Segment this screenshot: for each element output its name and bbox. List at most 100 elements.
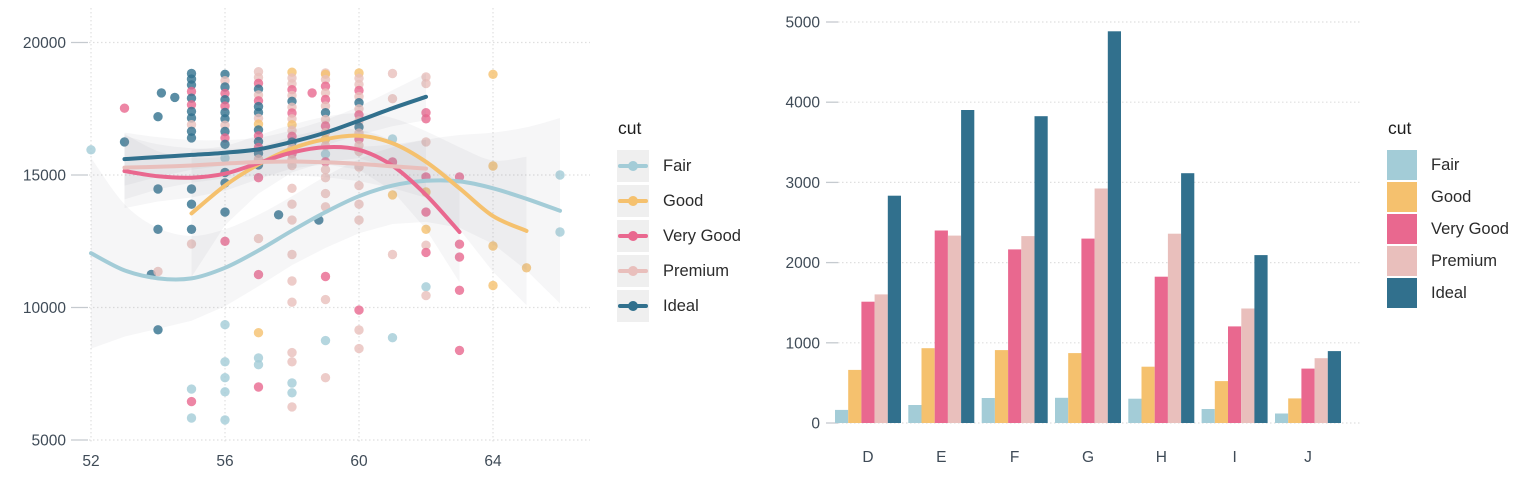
legend-key-line-point-icon — [617, 255, 649, 287]
scatter-point — [186, 126, 197, 136]
x-tick-label: 64 — [484, 453, 502, 470]
scatter-point — [488, 280, 498, 291]
scatter-point — [253, 382, 264, 392]
y-tick-label: 15000 — [23, 168, 66, 185]
scatter-point — [287, 347, 297, 358]
scatter-point — [186, 184, 197, 194]
bar-legend: cut Fair Good Very Good Premium Ideal — [1387, 118, 1509, 310]
bar — [908, 405, 922, 423]
x-tick-label: 60 — [350, 453, 368, 470]
bar — [1094, 188, 1108, 423]
scatter-point — [186, 239, 197, 249]
scatter-point — [186, 80, 197, 90]
scatter-point — [220, 153, 230, 163]
scatter-point — [186, 100, 197, 110]
bar — [848, 369, 862, 423]
scatter-point — [186, 384, 197, 394]
scatter-point — [320, 271, 331, 282]
scatter-point — [220, 357, 230, 367]
scatter-point — [320, 149, 331, 159]
scatter-point — [186, 106, 197, 117]
scatter-point — [488, 161, 498, 171]
scatter-point — [119, 137, 130, 147]
scatter-point — [119, 103, 130, 113]
y-tick-label: 10000 — [23, 300, 66, 317]
bar — [1254, 255, 1268, 423]
x-tick-label: 56 — [216, 453, 233, 470]
legend-item-good: Good — [1387, 182, 1509, 212]
bar — [1055, 397, 1069, 423]
legend-item-fair: Fair — [617, 150, 741, 182]
scatter-point — [488, 69, 498, 80]
scatter-point — [387, 333, 398, 343]
legend-item-label: Ideal — [1431, 283, 1467, 302]
legend-item-label: Fair — [663, 156, 692, 175]
bar — [1201, 409, 1215, 423]
legend-key-dot — [628, 266, 638, 276]
legend-item-label: Ideal — [663, 296, 699, 315]
scatter-point — [253, 328, 264, 338]
scatter-point — [287, 276, 297, 286]
scatter-point — [186, 86, 197, 97]
scatter-point — [421, 78, 431, 89]
scatter-point — [186, 224, 197, 234]
legend-key-dot — [628, 301, 638, 311]
scatter-point — [287, 357, 297, 367]
scatter-point — [153, 224, 163, 234]
scatter-point — [387, 94, 398, 104]
scatter-point — [320, 108, 331, 118]
bar — [887, 195, 901, 423]
scatter-point — [220, 415, 230, 425]
bar — [1107, 31, 1121, 424]
scatter-legend: cut Fair Good Very Good Premium Ideal — [617, 118, 741, 325]
legend-item-fair: Fair — [1387, 150, 1509, 180]
scatter-point — [521, 263, 532, 273]
scatter-point — [153, 184, 163, 194]
smooth-line — [122, 159, 428, 171]
scatter-point — [153, 112, 163, 122]
legend-key-swatch-icon — [1387, 150, 1417, 180]
scatter-point — [454, 285, 465, 295]
scatter-point — [354, 325, 364, 335]
y-tick-label: 5000 — [786, 15, 821, 32]
scatter-point — [387, 249, 398, 260]
legend-item-very-good: Very Good — [617, 220, 741, 252]
smooth-line — [122, 144, 462, 234]
x-tick-label: J — [1304, 449, 1312, 466]
scatter-point — [287, 402, 297, 412]
bar-legend-items: Fair Good Very Good Premium Ideal — [1387, 150, 1509, 308]
legend-item-label: Premium — [663, 261, 730, 280]
bar — [1167, 233, 1182, 423]
confidence-ribbon — [124, 73, 426, 186]
scatter-point — [421, 137, 431, 147]
scatter-point — [320, 165, 331, 175]
scatter-point — [320, 335, 331, 346]
scatter-point — [421, 247, 431, 258]
bar — [1241, 308, 1255, 423]
bar — [1154, 276, 1168, 423]
legend-item-ideal: Ideal — [617, 290, 741, 322]
bar — [874, 294, 888, 423]
y-tick-label: 2000 — [786, 255, 821, 272]
scatter-point — [354, 199, 364, 209]
scatter-point — [354, 180, 364, 191]
scatter-point — [186, 133, 197, 143]
scatter-point — [287, 215, 297, 225]
y-tick-label: 0 — [811, 416, 820, 433]
scatter-point — [320, 74, 331, 85]
scatter-point — [387, 190, 398, 200]
scatter-point — [320, 81, 331, 91]
scatter-point — [156, 88, 167, 98]
scatter-point — [153, 266, 163, 277]
bar — [961, 110, 975, 423]
bar — [1128, 398, 1142, 423]
scatter-point — [186, 113, 197, 123]
scatter-point — [421, 240, 431, 250]
x-tick-label: D — [862, 449, 873, 466]
scatter-legend-items: Fair Good Very Good Premium Ideal — [617, 150, 741, 322]
bar — [1214, 381, 1228, 423]
legend-item-ideal: Ideal — [1387, 278, 1509, 308]
scatter-point — [320, 173, 331, 183]
confidence-ribbon — [124, 135, 426, 200]
